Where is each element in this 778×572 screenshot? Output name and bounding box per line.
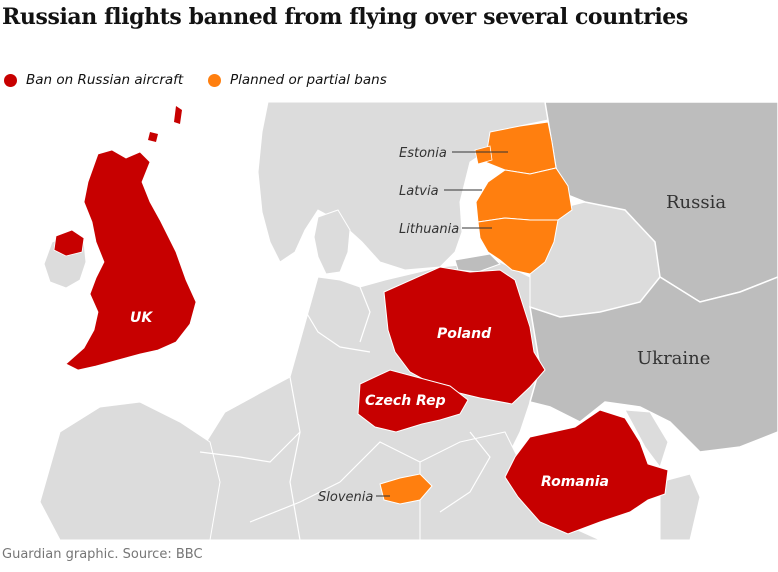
ukraine-land [529, 276, 778, 453]
country-uk-islands [148, 106, 182, 142]
denmark-land [313, 209, 351, 275]
label-estonia: Estonia [399, 146, 447, 161]
black-sea-coast-land [659, 473, 701, 540]
europe-map: Russia Ukraine UK Poland Czech Rep Roman… [0, 102, 778, 540]
legend-swatch-partial [208, 73, 221, 87]
label-leader-lines [376, 151, 508, 497]
france-land [39, 401, 221, 540]
moldova-land [624, 409, 669, 469]
legend-swatch-ban [4, 73, 17, 87]
country-romania [504, 409, 669, 535]
country-czech-republic [357, 369, 469, 433]
label-poland: Poland [437, 326, 492, 342]
label-uk: UK [130, 310, 153, 326]
country-uk [65, 149, 197, 371]
legend-label-partial: Planned or partial bans [230, 72, 387, 88]
label-lithuania: Lithuania [399, 222, 459, 237]
country-estonia-island [474, 145, 493, 165]
label-romania: Romania [541, 474, 609, 490]
legend-label-ban: Ban on Russian aircraft [26, 72, 184, 88]
source-note: Guardian graphic. Source: BBC [2, 547, 203, 562]
country-lithuania [477, 217, 559, 275]
label-ukraine: Ukraine [637, 348, 710, 369]
country-borders [199, 286, 491, 540]
legend-item-partial: Planned or partial bans [208, 72, 387, 88]
label-slovenia: Slovenia [318, 490, 373, 505]
kaliningrad-land [454, 253, 501, 273]
country-slovenia [379, 473, 433, 505]
chart-title: Russian flights banned from flying over … [2, 4, 688, 30]
label-czech-republic: Czech Rep [365, 393, 446, 409]
country-poland [383, 266, 546, 405]
legend-item-ban: Ban on Russian aircraft [4, 72, 183, 88]
label-russia: Russia [666, 192, 726, 213]
label-latvia: Latvia [399, 184, 439, 199]
country-uk-northern-ireland [53, 229, 85, 257]
